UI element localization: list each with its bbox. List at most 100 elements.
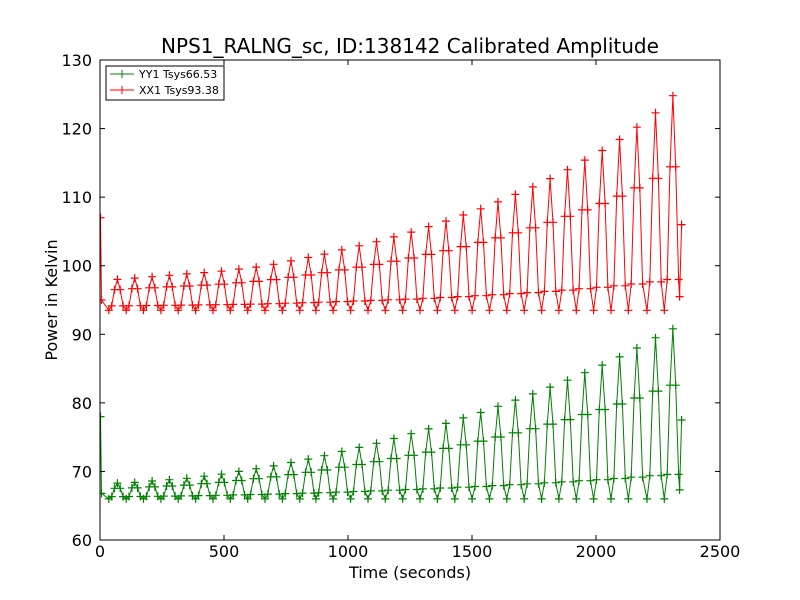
data-point bbox=[389, 232, 398, 241]
data-point bbox=[603, 283, 612, 292]
data-point bbox=[177, 491, 186, 500]
data-point bbox=[191, 306, 200, 315]
data-point bbox=[592, 475, 601, 484]
data-point bbox=[381, 306, 390, 315]
data-point bbox=[320, 451, 329, 460]
data-point bbox=[609, 474, 618, 483]
data-point bbox=[252, 263, 261, 272]
data-point bbox=[450, 306, 459, 315]
series-line bbox=[100, 95, 683, 313]
data-point bbox=[523, 288, 532, 297]
data-point bbox=[125, 301, 133, 310]
data-point bbox=[314, 488, 323, 497]
series-line bbox=[100, 328, 683, 501]
data-point bbox=[100, 489, 106, 498]
data-point bbox=[130, 274, 139, 283]
data-point bbox=[364, 306, 372, 315]
data-point bbox=[401, 295, 410, 304]
data-point bbox=[471, 291, 479, 300]
data-point bbox=[482, 291, 491, 300]
data-point bbox=[340, 265, 349, 274]
data-point bbox=[502, 494, 511, 503]
data-point bbox=[465, 292, 473, 301]
data-point bbox=[618, 400, 627, 408]
data-point bbox=[113, 275, 122, 284]
data-point bbox=[657, 277, 666, 286]
x-axis-label: Time (seconds) bbox=[348, 563, 471, 582]
data-point bbox=[675, 292, 684, 301]
plot-frame bbox=[99, 59, 721, 541]
legend-marker-xx1 bbox=[118, 86, 126, 94]
legend-entry-xx1: XX1 Tsys93.38 bbox=[110, 84, 219, 97]
data-point bbox=[671, 381, 680, 390]
data-point bbox=[307, 468, 316, 477]
data-point bbox=[229, 300, 238, 309]
data-point bbox=[340, 463, 349, 472]
data-point bbox=[549, 420, 557, 429]
data-point bbox=[311, 306, 320, 315]
data-point bbox=[499, 481, 508, 490]
data-point bbox=[337, 245, 346, 254]
data-point bbox=[549, 218, 557, 227]
y-tick-label: 120 bbox=[61, 120, 92, 139]
data-point bbox=[272, 472, 281, 481]
data-point bbox=[182, 474, 191, 483]
data-point bbox=[465, 483, 473, 492]
data-point bbox=[375, 260, 384, 269]
data-point bbox=[384, 486, 393, 495]
data-point bbox=[566, 415, 575, 424]
y-tick-label: 130 bbox=[61, 51, 92, 70]
data-point bbox=[234, 467, 243, 476]
data-point bbox=[392, 257, 401, 266]
data-point bbox=[263, 490, 272, 499]
data-point bbox=[505, 480, 514, 489]
data-point bbox=[482, 482, 491, 491]
data-point bbox=[476, 204, 485, 213]
data-point bbox=[575, 284, 584, 293]
data-point bbox=[410, 254, 419, 262]
data-point bbox=[627, 473, 636, 482]
data-point bbox=[674, 275, 683, 284]
data-point bbox=[375, 457, 384, 466]
data-point bbox=[416, 306, 424, 315]
data-point bbox=[433, 494, 442, 503]
data-point bbox=[638, 473, 647, 482]
data-point bbox=[479, 437, 488, 446]
data-point bbox=[200, 268, 209, 277]
data-point bbox=[557, 286, 566, 295]
data-point bbox=[418, 294, 427, 303]
data-point bbox=[654, 174, 663, 183]
data-point bbox=[511, 396, 520, 405]
data-point bbox=[203, 281, 211, 290]
data-point bbox=[607, 494, 615, 503]
data-point bbox=[453, 483, 462, 492]
data-point bbox=[424, 424, 433, 433]
data-point bbox=[304, 253, 313, 262]
data-point bbox=[462, 242, 471, 251]
data-point bbox=[520, 494, 529, 503]
data-point bbox=[618, 192, 627, 201]
data-point bbox=[657, 471, 666, 480]
y-axis-label: Power in Kelvin bbox=[42, 239, 61, 360]
data-point bbox=[485, 494, 494, 503]
data-point bbox=[278, 494, 287, 503]
data-point bbox=[407, 228, 416, 237]
data-point bbox=[638, 280, 647, 288]
data-point bbox=[107, 301, 116, 310]
data-point bbox=[281, 489, 290, 498]
data-point bbox=[410, 451, 419, 460]
data-point bbox=[592, 283, 601, 292]
data-point bbox=[412, 295, 421, 304]
data-point bbox=[517, 289, 526, 298]
data-point bbox=[583, 410, 592, 419]
y-tick-label: 70 bbox=[72, 462, 92, 481]
data-point bbox=[289, 273, 298, 282]
data-point bbox=[311, 494, 320, 503]
data-point bbox=[580, 156, 589, 165]
data-point bbox=[471, 482, 479, 491]
series-layer bbox=[100, 91, 686, 503]
data-point bbox=[586, 476, 595, 485]
data-point bbox=[237, 278, 246, 287]
data-point bbox=[323, 466, 332, 474]
